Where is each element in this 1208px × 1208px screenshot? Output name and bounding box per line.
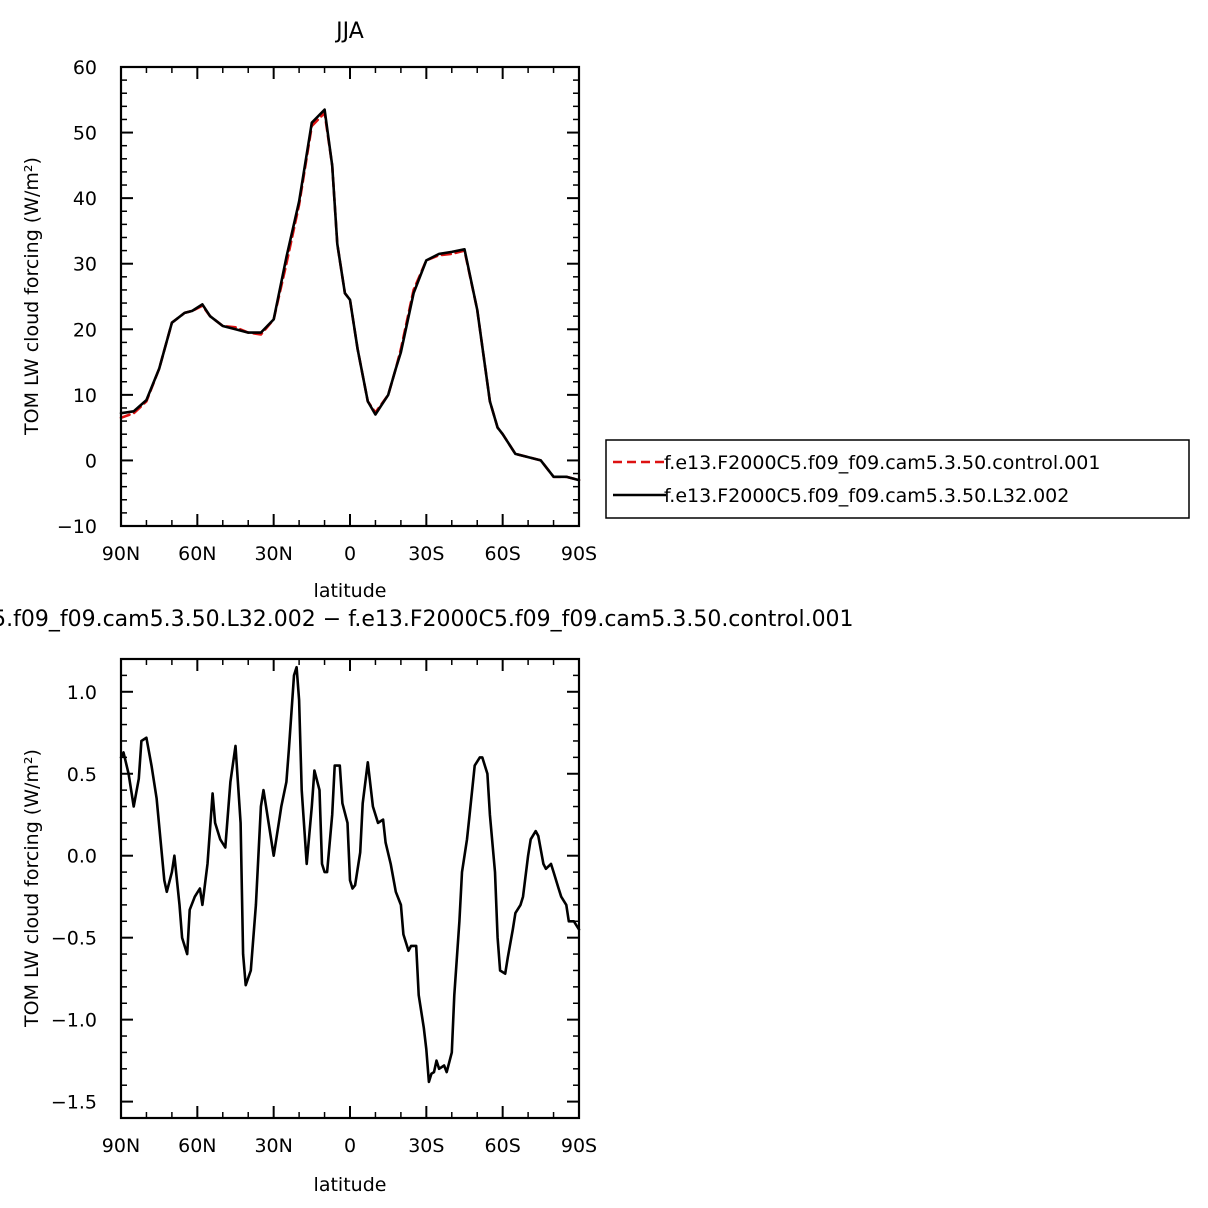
top-x-tick-label: 90S (561, 543, 597, 565)
legend-box (605, 439, 1190, 519)
top-plot-frame (119, 65, 581, 528)
bottom-x-tick-label: 30N (254, 1135, 292, 1157)
bottom-y-tick-label: −1.0 (51, 1010, 97, 1032)
top-x-tick-label: 30N (254, 543, 292, 565)
top-panel: JJA 90N 60N 30N 0 30S 60S 90S−100102030405060 … (21, 19, 597, 602)
top-y-tick-label: 50 (73, 123, 97, 145)
bottom-x-tick-label: 90S (561, 1135, 597, 1157)
bottom-panel: f.e13.F2000C5.f09_f09.cam5.3.50.L32.002 … (0, 607, 854, 1196)
legend: f.e13.F2000C5.f09_f09.cam5.3.50.control.… (605, 439, 1190, 519)
top-x-tick-label: 30S (408, 543, 444, 565)
top-series-line-1 (119, 108, 581, 482)
legend-label-control: f.e13.F2000C5.f09_f09.cam5.3.50.control.… (664, 452, 1100, 474)
bottom-chart-title: f.e13.F2000C5.f09_f09.cam5.3.50.L32.002 … (0, 607, 854, 632)
top-y-tick-label: 30 (73, 254, 97, 276)
top-y-tick-label: 20 (73, 319, 97, 341)
bottom-x-tick-label: 60N (178, 1135, 216, 1157)
bottom-y-tick-label: −1.5 (51, 1092, 97, 1114)
top-y-tick-label: 60 (73, 57, 97, 79)
top-series-line-0 (119, 111, 581, 482)
bottom-x-tick-label: 60S (485, 1135, 521, 1157)
top-x-tick-label: 90N (102, 543, 140, 565)
top-x-axis-label: latitude (314, 580, 387, 602)
bottom-y-tick-label: 1.0 (67, 682, 97, 704)
bottom-x-tick-label: 90N (102, 1135, 140, 1157)
top-x-tick-label: 60N (178, 543, 216, 565)
bottom-y-tick-label: −0.5 (51, 928, 97, 950)
top-x-tick-label: 0 (344, 543, 356, 565)
bottom-plot-frame (119, 657, 581, 1120)
bottom-series-line-0 (119, 665, 581, 1084)
top-y-tick-label: 40 (73, 188, 97, 210)
bottom-y-tick-label: 0.5 (67, 764, 97, 786)
top-y-tick-label: 0 (85, 450, 97, 472)
bottom-x-tick-label: 0 (344, 1135, 356, 1157)
top-y-tick-label: −10 (57, 516, 97, 538)
legend-label-l32: f.e13.F2000C5.f09_f09.cam5.3.50.L32.002 (664, 485, 1069, 507)
bottom-x-tick-label: 30S (408, 1135, 444, 1157)
top-y-axis-label: TOM LW cloud forcing (W/m²) (21, 157, 43, 436)
bottom-y-axis-label: TOM LW cloud forcing (W/m²) (21, 749, 43, 1028)
bottom-y-tick-label: 0.0 (67, 846, 97, 868)
bottom-x-axis-label: latitude (314, 1174, 387, 1196)
top-x-tick-label: 60S (485, 543, 521, 565)
top-chart-title: JJA (334, 19, 364, 44)
top-y-tick-label: 10 (73, 385, 97, 407)
